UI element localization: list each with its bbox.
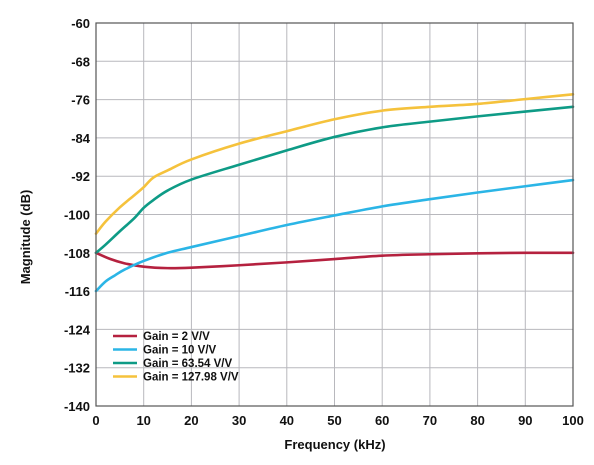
x-tick-label: 60	[375, 413, 389, 428]
legend-label-1: Gain = 10 V/V	[143, 345, 217, 357]
y-tick-label: -68	[71, 54, 90, 69]
y-tick-label: -60	[71, 16, 90, 31]
y-tick-label: -108	[64, 246, 90, 261]
x-tick-label: 70	[423, 413, 437, 428]
x-tick-label: 80	[470, 413, 484, 428]
y-tick-label: -124	[64, 322, 91, 337]
y-tick-label: -132	[64, 361, 90, 376]
x-tick-label: 0	[92, 413, 99, 428]
y-tick-label: -92	[71, 169, 90, 184]
x-tick-label: 50	[327, 413, 341, 428]
x-tick-label: 90	[518, 413, 532, 428]
series-lines	[94, 93, 575, 293]
x-axis-title: Frequency (kHz)	[284, 437, 385, 452]
y-axis-title: Magnitude (dB)	[18, 190, 33, 285]
legend-label-0: Gain = 2 V/V	[143, 331, 210, 343]
y-tick-label: -116	[65, 284, 90, 299]
x-tick-label: 100	[562, 413, 584, 428]
series-line-0	[94, 251, 575, 270]
legend-label-2: Gain = 63.54 V/V	[143, 358, 233, 370]
series-line-1	[94, 178, 575, 293]
y-tick-label: -76	[71, 93, 90, 108]
x-axis-ticks: 0 10 20 30 40 50 60 70 80 90 100	[92, 413, 583, 428]
x-tick-label: 10	[136, 413, 150, 428]
legend-label-3: Gain = 127.98 V/V	[143, 372, 239, 384]
x-tick-label: 40	[280, 413, 294, 428]
x-tick-label: 20	[184, 413, 198, 428]
x-tick-label: 30	[232, 413, 246, 428]
y-tick-label: -100	[64, 208, 90, 223]
plot-frame	[95, 22, 574, 407]
y-tick-label: -84	[71, 131, 91, 146]
series-line-3	[94, 93, 575, 235]
y-axis-ticks: -60 -68 -76 -84 -92 -100 -108 -116 -124 -132 -140	[64, 16, 91, 414]
y-tick-label: -140	[64, 399, 90, 414]
series-line-2	[94, 105, 575, 255]
